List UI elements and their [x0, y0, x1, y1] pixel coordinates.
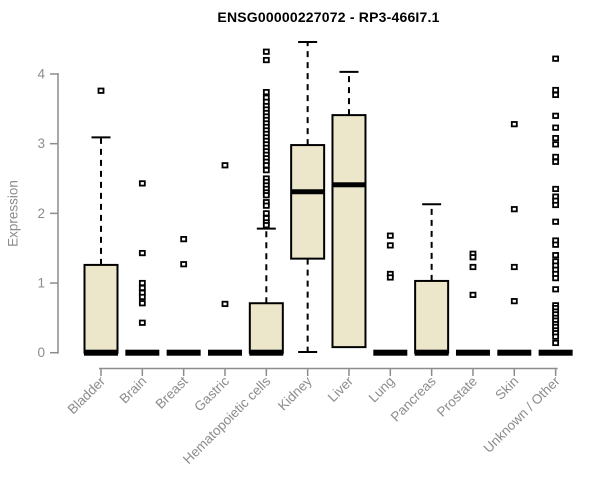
outlier-point	[138, 249, 146, 257]
outlier-point	[469, 291, 477, 298]
y-tick-label: 1	[37, 276, 45, 291]
outlier-point	[552, 218, 560, 225]
median-line	[84, 349, 118, 356]
outlier-point	[469, 263, 477, 271]
outlier-point	[262, 202, 270, 209]
outlier-point	[262, 192, 270, 199]
outlier-point	[552, 286, 560, 293]
x-tick-label: Kidney	[275, 373, 315, 413]
y-tick-label: 0	[37, 345, 45, 360]
median-line	[414, 349, 449, 356]
outlier-point	[221, 300, 229, 308]
outlier-point	[510, 121, 518, 128]
outlier-point	[552, 135, 560, 142]
x-tick-label: Breast	[153, 373, 191, 411]
outlier-point	[221, 162, 229, 169]
median-line	[249, 349, 284, 356]
box	[290, 144, 326, 260]
outlier-point	[386, 232, 394, 239]
outlier-point	[138, 300, 146, 307]
outlier-point	[552, 91, 560, 99]
x-tick-label: Liver	[325, 373, 357, 405]
outlier-point	[180, 261, 188, 268]
x-tick-label: Gastric	[191, 373, 232, 414]
box	[331, 114, 367, 349]
outlier-point	[138, 319, 146, 326]
median-line	[166, 349, 201, 356]
median-line	[455, 349, 490, 356]
outlier-point	[552, 241, 560, 248]
outlier-point	[552, 158, 560, 165]
outlier-point	[262, 162, 270, 169]
x-tick-label: Skin	[492, 374, 521, 403]
outlier-point	[510, 263, 518, 271]
median-line	[125, 349, 160, 356]
box	[248, 302, 284, 354]
outlier-point	[262, 89, 270, 96]
y-tick-label: 3	[37, 136, 45, 151]
x-tick-label: Prostate	[434, 374, 480, 420]
y-tick-label: 4	[37, 67, 45, 82]
outlier-point	[552, 252, 560, 259]
median-line	[497, 349, 532, 356]
chart-title: ENSG00000227072 - RP3-466I7.1	[217, 9, 440, 25]
outlier-point	[386, 274, 394, 281]
outlier-point	[180, 236, 188, 243]
y-tick-label: 2	[37, 206, 45, 221]
outlier-point	[552, 201, 560, 209]
outlier-point	[386, 242, 394, 249]
outlier-point	[510, 298, 518, 305]
x-tick-label: Lung	[366, 374, 398, 406]
median-line	[207, 349, 242, 356]
outlier-point	[138, 293, 146, 301]
outlier-point	[262, 222, 270, 229]
outlier-point	[97, 87, 105, 94]
x-tick-label: Unknown / Other	[481, 373, 564, 456]
outlier-point	[552, 112, 560, 119]
median-line	[538, 349, 573, 356]
outlier-point	[262, 56, 270, 64]
x-tick-label: Pancreas	[388, 373, 439, 424]
outlier-point	[138, 284, 146, 292]
x-tick-label: Brain	[117, 374, 150, 407]
outlier-point	[552, 141, 560, 148]
box	[414, 279, 450, 354]
outlier-point	[552, 153, 560, 161]
outlier-point	[138, 279, 146, 287]
outlier-point	[552, 275, 560, 282]
outlier-point	[552, 185, 560, 193]
median-line	[291, 189, 325, 195]
outlier-point	[469, 254, 477, 261]
outlier-point	[262, 167, 270, 174]
outlier-point	[552, 339, 560, 347]
outlier-point	[510, 206, 518, 213]
median-line	[332, 182, 366, 188]
x-tick-label: Bladder	[65, 373, 109, 417]
median-line	[373, 349, 408, 356]
outlier-point	[552, 86, 560, 94]
outlier-point	[552, 333, 560, 340]
outlier-point	[138, 180, 146, 187]
outlier-point	[262, 210, 270, 217]
outlier-point	[552, 124, 560, 131]
box	[83, 263, 119, 354]
outlier-point	[262, 48, 270, 55]
outlier-point	[552, 55, 560, 62]
